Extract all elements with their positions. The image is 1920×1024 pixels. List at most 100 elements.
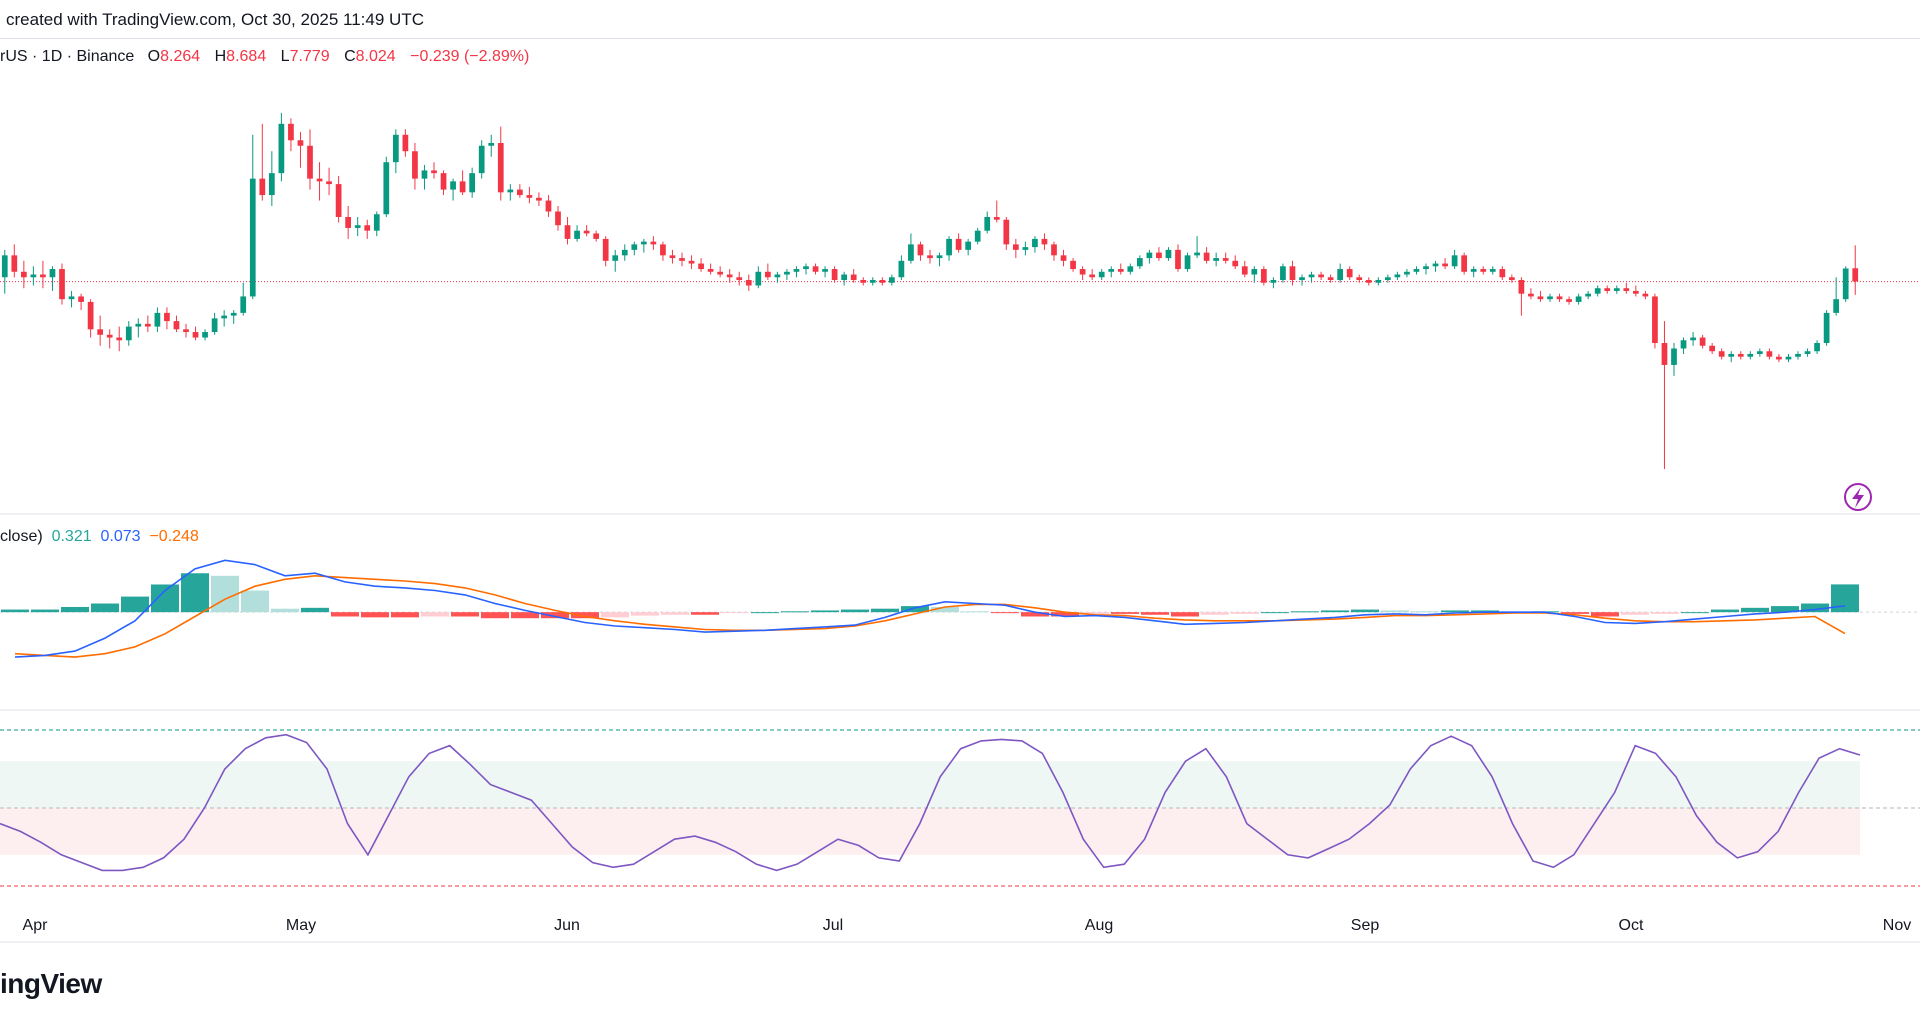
macd-histogram-bar bbox=[1231, 612, 1259, 614]
candle-body bbox=[917, 244, 924, 256]
candle-body bbox=[631, 244, 638, 250]
macd-histogram-bar bbox=[1771, 606, 1799, 613]
macd-line-value: 0.073 bbox=[100, 528, 141, 545]
candle-body bbox=[1814, 343, 1820, 352]
macd-histogram-bar bbox=[541, 612, 569, 619]
macd-histogram-bar bbox=[1261, 612, 1289, 614]
candle-body bbox=[869, 280, 876, 283]
top-bar: created with TradingView.com, Oct 30, 20… bbox=[0, 0, 1920, 39]
candle-body bbox=[1394, 274, 1401, 278]
candle-body bbox=[211, 318, 218, 333]
macd-histogram-bar bbox=[661, 612, 689, 615]
candle-body bbox=[1575, 296, 1582, 302]
lightning-icon[interactable] bbox=[1844, 483, 1872, 511]
candle-body bbox=[1699, 337, 1706, 346]
time-axis-label: Apr bbox=[23, 917, 49, 934]
candle-body bbox=[373, 214, 380, 231]
candle-body bbox=[154, 312, 161, 327]
candle-body bbox=[316, 178, 323, 182]
time-axis-label: Aug bbox=[1085, 917, 1113, 934]
candle-body bbox=[497, 143, 504, 193]
macd-histogram-value: 0.321 bbox=[51, 528, 92, 545]
candle-body bbox=[335, 184, 342, 217]
macd-histogram-bar bbox=[1441, 610, 1469, 613]
candle-body bbox=[1432, 263, 1439, 267]
macd-histogram-bar bbox=[91, 603, 119, 613]
candle-body bbox=[49, 269, 56, 278]
candle-body bbox=[1070, 260, 1076, 270]
candle-body bbox=[106, 334, 113, 338]
macd-histogram-bar bbox=[211, 575, 239, 613]
candle-body bbox=[1051, 244, 1057, 256]
macd-histogram-bar bbox=[1141, 612, 1169, 615]
candle-body bbox=[1756, 351, 1763, 354]
macd-histogram-bar bbox=[1, 609, 29, 613]
candle-body bbox=[1318, 274, 1324, 278]
candle-body bbox=[230, 312, 237, 316]
candle-body bbox=[1442, 263, 1448, 267]
candle-body bbox=[440, 173, 447, 190]
candle-body bbox=[1022, 247, 1029, 250]
candle-body bbox=[946, 238, 952, 256]
oscillator-pane bbox=[0, 729, 1920, 887]
candle-body bbox=[78, 296, 84, 302]
candle-body bbox=[545, 200, 552, 212]
candle-body bbox=[1623, 288, 1630, 291]
candle-body bbox=[1518, 280, 1525, 294]
candle-body bbox=[993, 216, 1000, 220]
candle-body bbox=[87, 301, 94, 330]
candle-body bbox=[717, 271, 724, 275]
symbol-name[interactable]: rUS bbox=[0, 48, 28, 65]
candle-body bbox=[1012, 244, 1019, 250]
high-key: H bbox=[214, 48, 227, 65]
candle-body bbox=[11, 255, 18, 272]
candle-body bbox=[392, 134, 399, 163]
candle-body bbox=[1299, 277, 1305, 280]
macd-histogram-bar bbox=[481, 612, 509, 619]
candle-body bbox=[1604, 288, 1611, 291]
candle-body bbox=[745, 280, 752, 286]
candle-body bbox=[1232, 260, 1239, 267]
price-legend: rUS · 1D · Binance O8.264 H8.684 L7.779 … bbox=[0, 48, 530, 65]
candle-body bbox=[526, 195, 533, 198]
candle-body bbox=[1289, 266, 1296, 280]
candle-body bbox=[192, 332, 199, 338]
macd-histogram-bar bbox=[601, 612, 629, 618]
candle-body bbox=[1566, 299, 1572, 302]
candle-body bbox=[1632, 290, 1639, 294]
macd-histogram-bar bbox=[331, 612, 359, 617]
macd-histogram-bar bbox=[1381, 610, 1409, 613]
candle-body bbox=[583, 230, 590, 234]
candle-body bbox=[1356, 277, 1363, 280]
candle-body bbox=[1747, 353, 1754, 357]
candle-body bbox=[221, 315, 228, 319]
candle-body bbox=[1270, 280, 1277, 283]
candle-body bbox=[326, 181, 332, 185]
candle-body bbox=[1804, 351, 1811, 354]
macd-histogram-bar bbox=[1591, 612, 1619, 617]
candle-body bbox=[774, 274, 781, 278]
candle-body bbox=[1528, 293, 1534, 297]
macd-histogram-bar bbox=[631, 612, 659, 616]
candle-body bbox=[431, 170, 437, 174]
candle-body bbox=[1280, 266, 1286, 280]
macd-histogram-bar bbox=[121, 596, 149, 613]
macd-histogram-bar bbox=[241, 590, 269, 613]
macd-histogram-bar bbox=[811, 610, 839, 613]
macd-histogram-bar bbox=[1111, 612, 1139, 614]
candle-body bbox=[812, 266, 819, 272]
macd-histogram-bar bbox=[61, 606, 89, 613]
macd-source-label[interactable]: close) bbox=[0, 528, 43, 545]
macd-histogram-bar bbox=[1411, 611, 1439, 613]
interval-label[interactable]: 1D bbox=[41, 48, 63, 65]
candle-body bbox=[1709, 345, 1716, 352]
candle-body bbox=[1337, 269, 1344, 280]
candle-body bbox=[1384, 277, 1391, 280]
candle-body bbox=[660, 244, 666, 256]
candle-body bbox=[1108, 269, 1115, 272]
candle-body bbox=[1260, 269, 1267, 283]
candle-body bbox=[1489, 269, 1496, 272]
candle-body bbox=[764, 271, 771, 278]
tradingview-logo: ingView bbox=[0, 968, 102, 999]
